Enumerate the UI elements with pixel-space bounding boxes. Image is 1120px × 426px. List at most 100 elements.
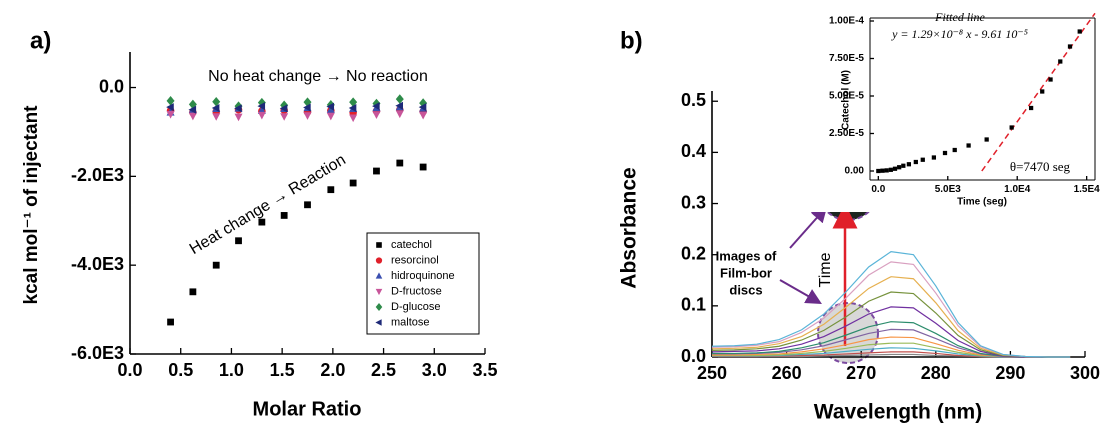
panel-label: b) [620,27,643,54]
marker [326,102,335,111]
marker [167,318,174,326]
marker [880,168,885,173]
inset-background [810,4,1099,212]
x-tick-label: 2.0 [320,360,345,380]
y-tick-label: 0.4 [681,141,706,161]
legend-marker [375,288,383,296]
spectrum-line [711,306,1071,358]
panel-label: a) [30,27,51,54]
legend-box [366,232,480,335]
marker [395,94,404,104]
y-tick-label: 1.00E-4 [829,16,864,27]
legend-label: hidroquinone [391,270,455,282]
x-axis-title: Molar Ratio [253,398,362,420]
y-axis-title: Catechol (M) [841,70,852,130]
annotation: θ=7470 seg [1010,159,1071,174]
legend-label: maltose [391,316,430,328]
legend-label: D-glucose [391,301,441,313]
marker [901,163,906,168]
x-tick-label: 3.0 [422,360,447,380]
marker [166,96,175,106]
marker [349,97,358,107]
x-tick-label: 1.0 [219,360,244,380]
marker [942,150,948,156]
spectrum-line [711,250,1071,358]
y-tick-label: 0.2 [681,243,706,263]
legend-marker [375,257,383,264]
x-tick-label: 1.5 [270,360,295,380]
annotation: y = 1.29×10⁻⁸ x - 9.61 10⁻⁵ [891,27,1028,41]
marker [884,168,889,173]
marker [1009,125,1014,130]
annotation: Images of [716,248,777,263]
marker [396,159,404,167]
marker [303,112,312,120]
legend-label: resorcinol [391,254,439,266]
marker [280,113,289,121]
x-tick-label: 1.0E4 [1004,184,1031,195]
marker [906,162,912,167]
x-tick-label: 290 [995,363,1025,383]
y-tick-label: -6.0E3 [71,343,124,363]
marker [327,186,335,194]
marker [1077,29,1082,34]
marker [258,218,266,226]
marker [952,147,957,153]
y-tick-label: -2.0E3 [71,165,124,185]
marker [419,163,427,171]
x-axis-title: Time (seg) [957,197,1007,208]
marker [212,96,221,107]
pointer-arrow [789,206,828,249]
marker [966,143,971,148]
y-axis-title: Absorbance [618,167,641,288]
marker [188,112,197,121]
marker [876,168,881,174]
pointer-arrow [779,279,822,304]
legend-marker [376,242,382,248]
y-tick-label: 0.0 [99,76,124,96]
annotation: Fitted line [934,10,985,24]
marker [257,111,266,120]
marker [1028,105,1034,111]
x-tick-label: 260 [772,363,802,383]
x-tick-label: 0.0 [117,360,142,380]
marker [913,159,918,165]
marker [189,288,197,296]
x-tick-label: 5.0E3 [935,184,962,195]
y-tick-label: 7.50E-5 [829,53,864,64]
marker [372,111,381,120]
legend-marker [375,272,383,279]
marker [326,112,335,121]
marker [212,113,221,121]
marker [888,167,893,172]
marker [212,261,220,269]
marker [349,179,357,187]
y-tick-label: 5.00E-5 [829,91,864,102]
marker [257,102,266,111]
marker [188,105,197,114]
disc-image-light [817,302,879,364]
marker [280,212,288,219]
legend-marker [375,319,382,326]
marker [1058,59,1063,64]
x-tick-label: 2.5 [371,360,396,380]
marker [303,103,311,112]
marker [166,110,175,119]
annotation: Heat change → Reaction [187,151,349,258]
y-tick-label: 0.0 [681,346,706,366]
x-tick-label: 270 [846,363,876,383]
x-tick-label: 280 [921,363,951,383]
annotation: Time [817,252,834,287]
y-tick-label: 0.3 [681,192,706,212]
x-axis-title: Wavelength (nm) [814,401,982,424]
marker [395,110,404,119]
marker [984,137,989,142]
marker [166,103,174,112]
marker [349,114,358,123]
marker [234,113,243,122]
marker [234,104,242,113]
x-tick-label: 250 [697,363,727,383]
spectrum-line [711,276,1071,358]
x-tick-label: 1.5E4 [1074,184,1101,195]
